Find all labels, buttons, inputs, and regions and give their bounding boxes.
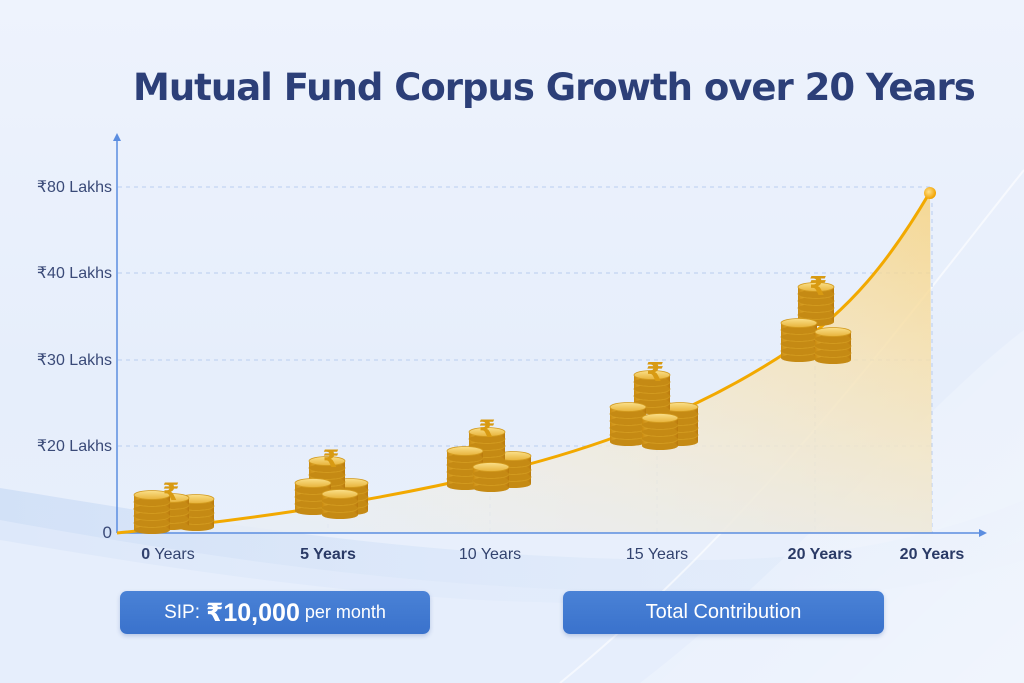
- y-tick-label-20: ₹20 Lakhs: [36, 438, 112, 455]
- y-axis-arrow-icon: [113, 133, 121, 141]
- y-tick-label-30: ₹30 Lakhs: [36, 352, 112, 369]
- x-tick-unit: Years: [313, 546, 356, 563]
- endpoint-dot: [924, 187, 936, 199]
- y-tick-label-0: 0: [102, 523, 112, 542]
- coin-stack-icon-15y: ₹: [610, 358, 698, 450]
- coin-stack-icon-10y: ₹: [447, 415, 531, 492]
- svg-text:₹: ₹: [323, 445, 340, 473]
- y-tick-label-40: ₹40 Lakhs: [36, 265, 112, 282]
- total-contribution-badge: Total Contribution: [563, 591, 884, 634]
- x-tick-num: 10: [458, 546, 477, 563]
- x-tick-label-5-years: 5 Years: [300, 546, 356, 564]
- svg-text:₹: ₹: [646, 358, 664, 388]
- x-tick-unit: Years: [921, 546, 965, 563]
- coin-stack-icon-0y: ₹: [134, 478, 214, 534]
- x-tick-num: 20: [899, 546, 918, 563]
- x-tick-label-15-years: 15 Years: [626, 546, 688, 564]
- x-tick-label-20-years: 20 Years: [788, 546, 853, 564]
- svg-text:₹: ₹: [809, 272, 827, 302]
- x-tick-num: 0: [141, 546, 151, 563]
- x-tick-num: 15: [625, 546, 644, 563]
- x-tick-num: 5: [300, 546, 310, 563]
- x-tick-num: 20: [787, 546, 806, 563]
- svg-text:₹: ₹: [479, 415, 496, 443]
- coin-stack-icon-5y: ₹: [295, 445, 368, 519]
- sip-amount-badge: SIP: ₹10,000 per month: [120, 591, 430, 634]
- sip-prefix: SIP:: [164, 601, 200, 623]
- total-contribution-label: Total Contribution: [645, 601, 802, 623]
- x-tick-label-20-years-end: 20 Years: [900, 546, 965, 564]
- x-tick-unit: Years: [647, 546, 689, 563]
- chart-title: Mutual Fund Corpus Growth over 20 Years: [133, 66, 976, 109]
- y-tick-label-80: ₹80 Lakhs: [36, 179, 112, 196]
- sip-suffix: per month: [304, 602, 386, 622]
- x-tick-unit: Years: [480, 546, 522, 563]
- x-tick-unit: Years: [154, 546, 195, 563]
- x-tick-label-0-years: 0 Years: [141, 546, 194, 564]
- coin-stack-icon-20y: ₹: [781, 272, 851, 364]
- x-tick-unit: Years: [809, 546, 853, 563]
- x-tick-label-10-years: 10 Years: [459, 546, 521, 564]
- x-axis-arrow-icon: [979, 529, 987, 537]
- growth-curve: [116, 191, 932, 535]
- sip-amount: ₹10,000: [205, 598, 300, 627]
- svg-text:₹: ₹: [163, 478, 180, 506]
